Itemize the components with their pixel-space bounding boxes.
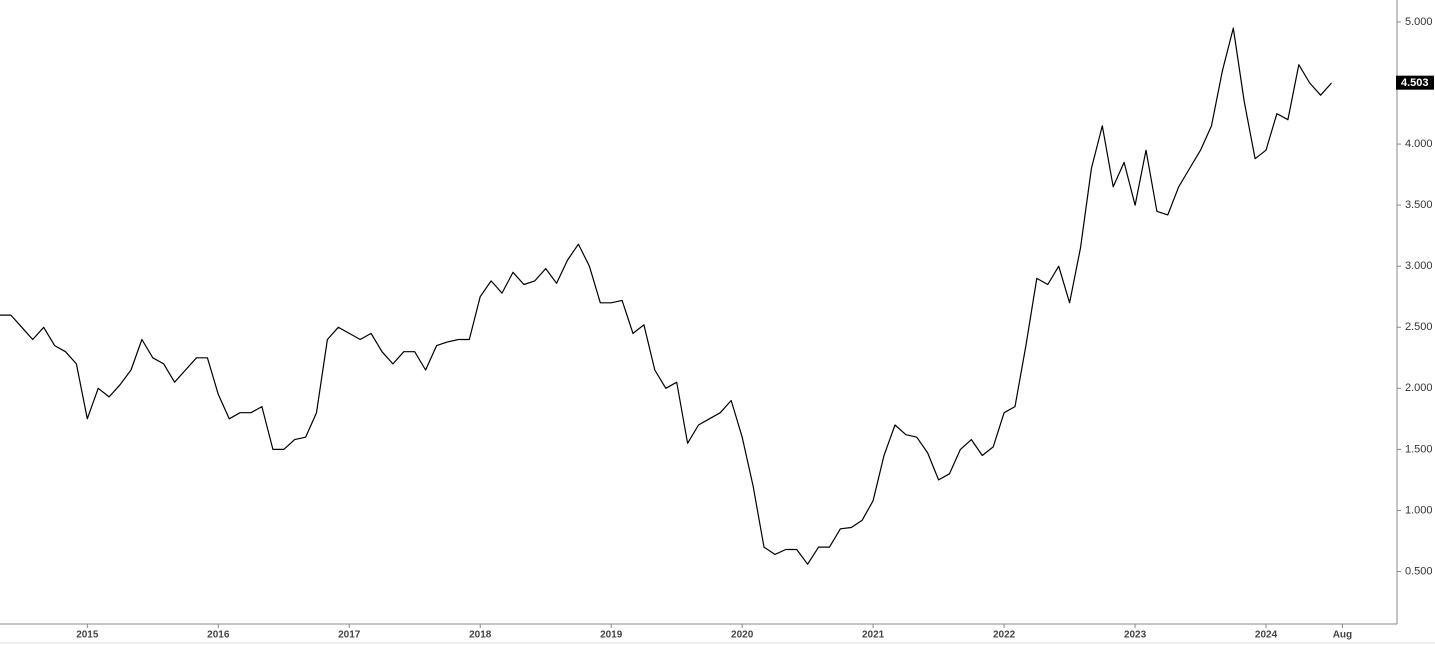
y-tick-label: 0.500 (1405, 565, 1433, 577)
x-tick-label: 2018 (469, 630, 492, 641)
y-tick-label: 1.500 (1405, 443, 1433, 455)
y-tick-label: 1.000 (1405, 504, 1433, 516)
y-tick-label: 3.000 (1405, 260, 1433, 272)
y-tick-label: 5.000 (1405, 16, 1433, 28)
x-tick-label: 2019 (600, 630, 623, 641)
price-line (0, 27, 1332, 565)
x-tick-label: 2024 (1255, 630, 1278, 641)
x-tick-label: 2017 (338, 630, 361, 641)
last-value-label: 4.503 (1401, 77, 1429, 89)
x-tick-label: 2021 (862, 630, 885, 641)
y-tick-label: 4.000 (1405, 138, 1433, 150)
y-tick-label: 3.500 (1405, 199, 1433, 211)
x-tick-label: 2020 (731, 630, 754, 641)
x-tick-label: 2016 (207, 630, 230, 641)
x-tick-label: 2022 (993, 630, 1016, 641)
y-tick-label: 2.500 (1405, 321, 1433, 333)
x-tick-label: 2023 (1124, 630, 1147, 641)
y-tick-label: 2.000 (1405, 382, 1433, 394)
x-tick-label: 2015 (76, 630, 99, 641)
x-tick-label: Aug (1333, 630, 1352, 641)
last-value-box (1396, 75, 1434, 90)
